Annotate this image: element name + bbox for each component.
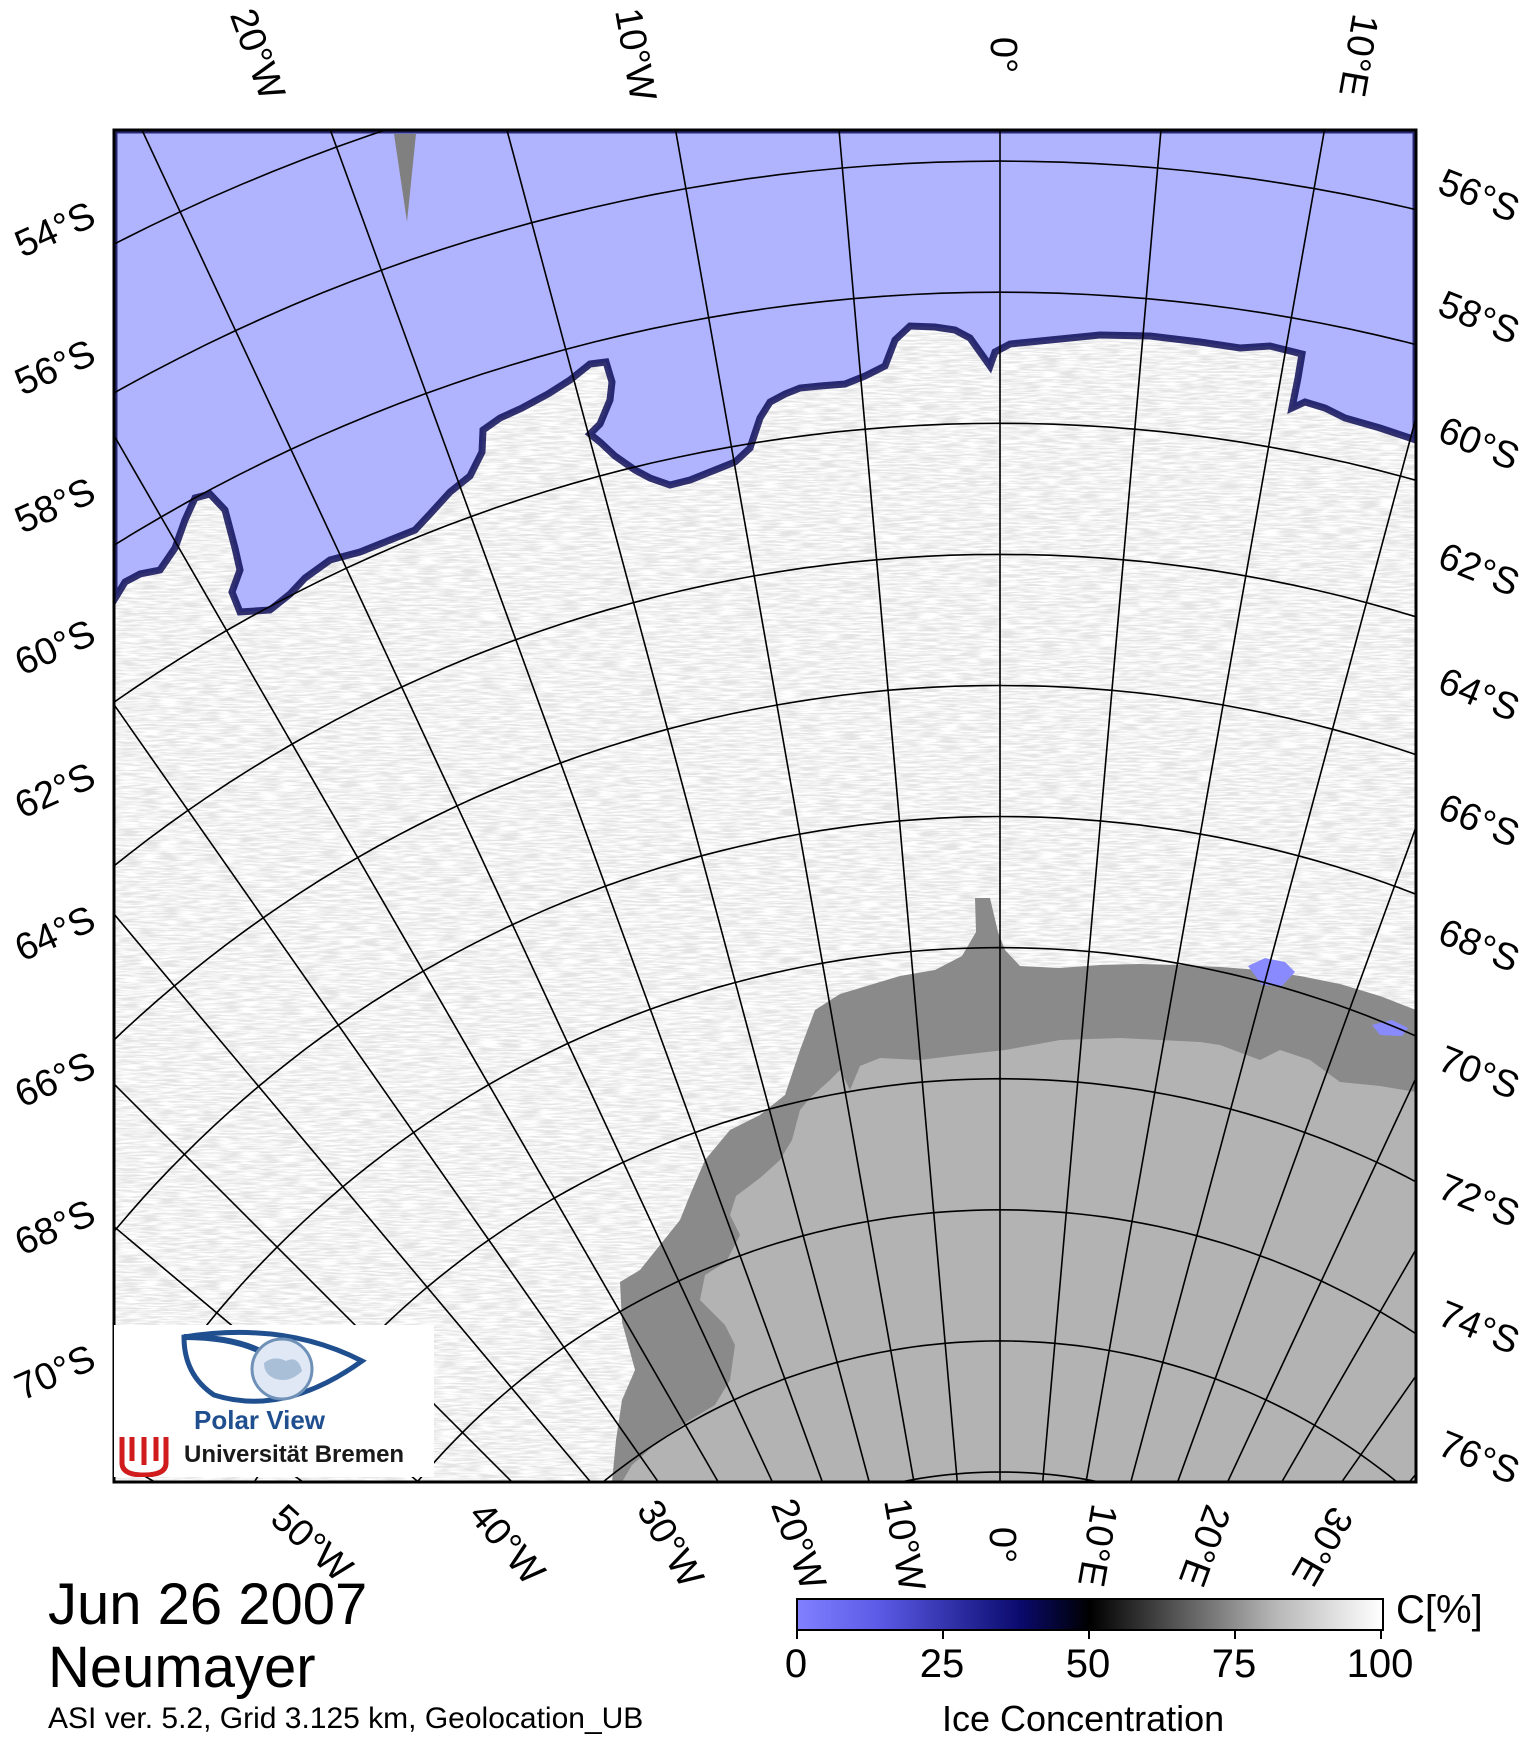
longitude-label-top: 10°W [606,5,664,104]
ice-shelf-water-patch [1248,958,1295,986]
latitude-label-left: 66°S [9,1044,102,1116]
longitude-label-bottom: 30°W [628,1493,711,1595]
meridian-line [1280,1247,1416,1482]
algorithm-info: ASI ver. 5.2, Grid 3.125 km, Geolocation… [48,1702,644,1735]
logo-institution: Universität Bremen [184,1441,405,1468]
longitude-label-top: 0° [982,37,1024,73]
colorbar-tick [1380,1629,1382,1639]
grey-wedge [394,134,416,222]
meridian-line [1340,1374,1416,1482]
colorbar-tick-label: 75 [1211,1642,1257,1686]
meridian-line [1176,824,1416,1482]
latitude-label-left: 60°S [9,612,102,684]
colorbar-tick-label: 0 [784,1642,808,1686]
latitude-label-right: 68°S [1432,911,1525,981]
latitude-label-left: 62°S [9,755,102,827]
latitude-label-right: 62°S [1432,535,1525,605]
meridian-line [1226,1076,1416,1482]
map-frame [112,128,1418,1484]
longitude-label-bottom: 20°W [762,1493,833,1595]
longitude-label-top: 10°E [1330,11,1386,100]
colorbar-tick-label: 100 [1346,1642,1414,1686]
date-label: Jun 26 2007 [48,1572,368,1637]
eye-logo-icon [119,1329,367,1478]
latitude-label-right: 76°S [1432,1423,1525,1493]
longitude-label-bottom: 40°W [460,1494,552,1593]
colorbar-unit: C[%] [1396,1588,1483,1632]
meridian-line [114,703,660,1482]
latitude-label-left: 68°S [9,1192,102,1264]
longitude-label-bottom: 30°E [1283,1500,1361,1593]
latitude-label-left: 54°S [9,194,102,266]
longitude-label-top: 20°W [221,3,292,105]
latitude-label-right: 70°S [1432,1038,1525,1108]
colorbar-tick-label: 50 [1065,1642,1111,1686]
logo-name: Polar View [194,1405,326,1435]
meridian-line [506,130,871,1482]
meridian-line [114,433,720,1482]
meridian-line [141,130,774,1482]
meridian-line [1129,414,1416,1482]
latitude-label-right: 72°S [1432,1166,1525,1236]
meridian-line [1085,130,1326,1482]
meridian-line [838,130,959,1482]
meridian-line [674,130,915,1482]
ice-shelf-water-patch [1372,1020,1408,1036]
longitude-label-bottom: 0° [981,1527,1023,1563]
latitude-label-right: 74°S [1432,1293,1525,1363]
latitude-label-right: 64°S [1432,660,1525,730]
latitude-label-left: 56°S [9,332,102,404]
colorbar-tick [796,1629,798,1639]
longitude-label-bottom: 10°E [1069,1501,1125,1590]
meridian-line [329,130,824,1482]
longitude-label-bottom: 10°W [875,1495,933,1594]
colorbar-tick [1088,1629,1090,1639]
meridian-line [1041,130,1162,1482]
colorbar-tick [1234,1629,1236,1639]
station-name: Neumayer [48,1635,316,1700]
colorbar-tick-label: 25 [919,1642,965,1686]
latitude-label-right: 66°S [1432,786,1525,856]
latitude-label-left: 58°S [9,470,102,542]
polar-view-logo: Polar View Universität Bremen [114,1325,434,1478]
latitude-label-right: 58°S [1432,283,1525,353]
colorbar-gradient [796,1598,1384,1631]
meridian-line [114,912,592,1482]
colorbar-title: Ice Concentration [942,1698,1225,1739]
colorbar-tick [942,1629,944,1639]
latitude-label-left: 70°S [9,1337,102,1409]
latitude-label-left: 64°S [9,898,102,970]
latitude-label-right: 60°S [1432,409,1525,479]
latitude-label-right: 56°S [1432,161,1525,231]
longitude-label-bottom: 20°E [1170,1500,1238,1592]
